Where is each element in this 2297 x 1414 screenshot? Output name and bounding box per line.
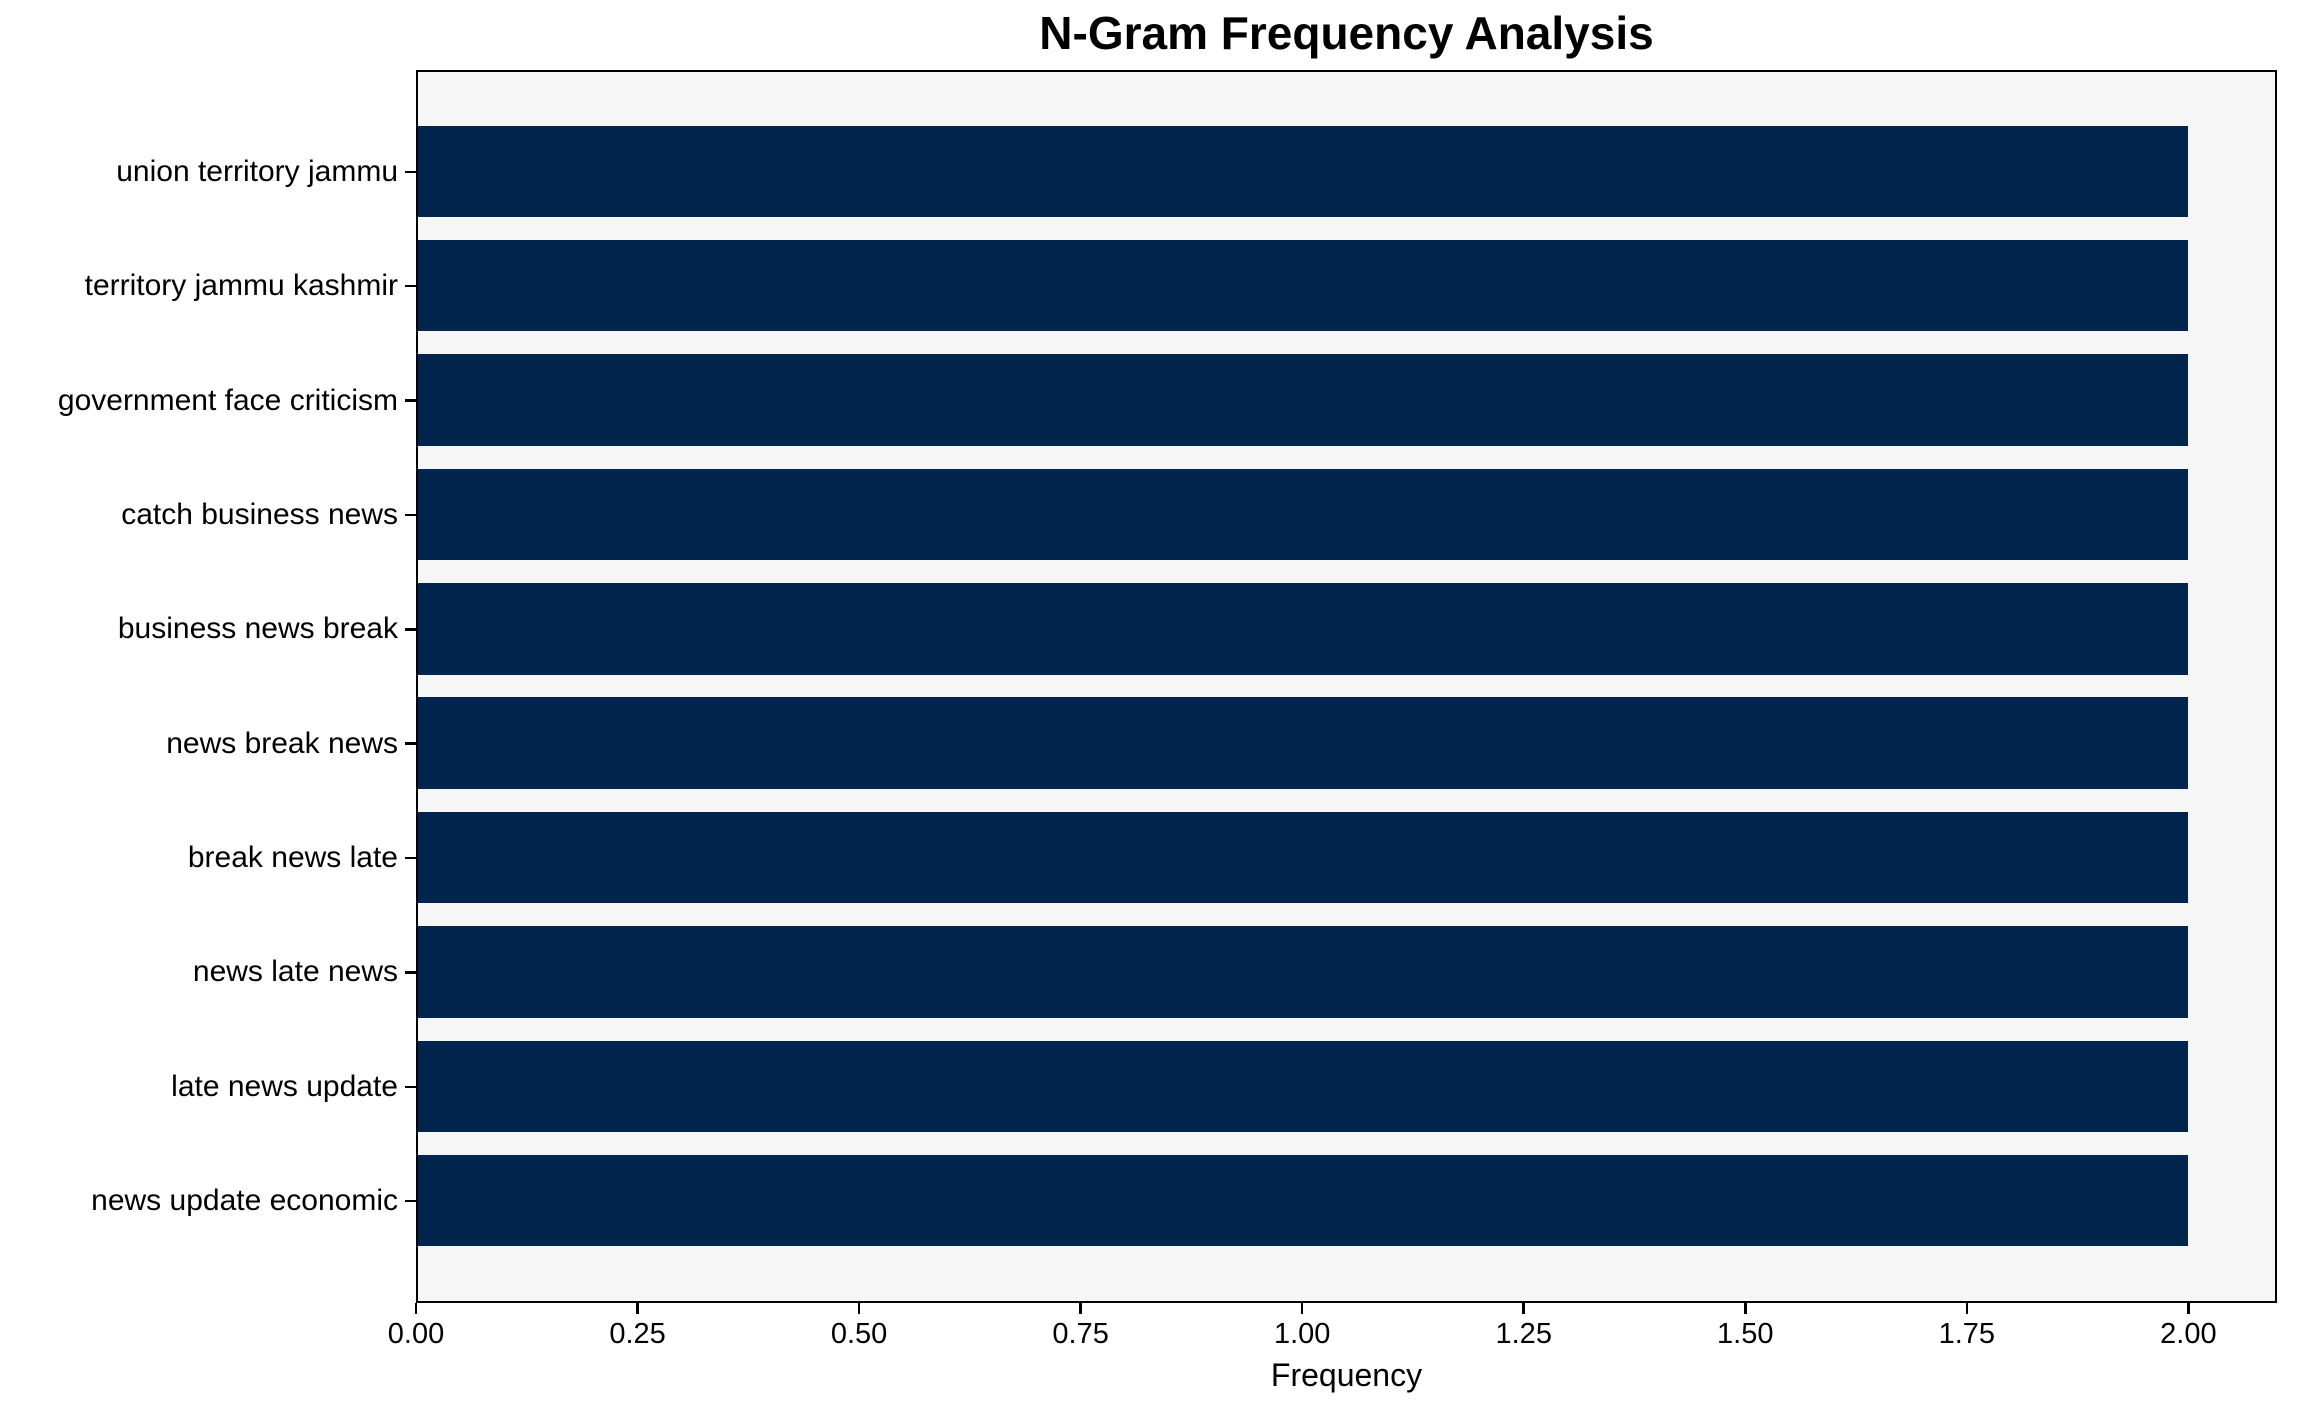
x-tick-mark <box>636 1303 639 1314</box>
y-tick-label: union territory jammu <box>116 154 398 188</box>
bar <box>418 239 2188 332</box>
x-tick-label: 0.75 <box>1052 1318 1109 1350</box>
x-tick-mark <box>1965 1303 1969 1314</box>
bar <box>418 354 2188 446</box>
x-tick-mark <box>2187 1303 2190 1314</box>
bar <box>418 1154 2188 1247</box>
x-tick-mark <box>1079 1303 1082 1314</box>
x-tick-label: 0.00 <box>387 1318 445 1350</box>
x-tick-mark <box>1744 1303 1747 1314</box>
bar <box>418 926 2188 1018</box>
x-tick-label: 1.00 <box>1273 1318 1331 1350</box>
y-tick-label: news break news <box>166 726 398 760</box>
y-tick-label: break news late <box>187 841 398 875</box>
y-tick-label: news late news <box>192 955 398 989</box>
x-tick-label: 0.50 <box>830 1318 888 1350</box>
bar <box>418 811 2188 904</box>
y-tick-label: business news break <box>117 612 398 646</box>
x-tick-mark <box>1300 1303 1304 1314</box>
x-tick-mark <box>414 1303 418 1314</box>
x-tick-label: 2.00 <box>2160 1318 2217 1350</box>
bar <box>418 468 2188 561</box>
y-tick-label: late news update <box>171 1069 398 1103</box>
y-tick-mark <box>405 399 416 402</box>
y-tick-label: territory jammu kashmir <box>84 269 398 303</box>
y-tick-label: news update economic <box>91 1184 398 1218</box>
y-tick-label: catch business news <box>121 497 398 531</box>
bar <box>418 125 2188 218</box>
y-tick-mark <box>405 170 416 174</box>
x-tick-mark <box>1522 1303 1525 1314</box>
x-tick-mark <box>857 1303 861 1314</box>
y-tick-mark <box>405 856 416 860</box>
plot-area <box>416 70 2277 1303</box>
y-tick-mark <box>405 742 416 745</box>
y-tick-mark <box>405 284 416 288</box>
y-tick-mark <box>405 628 416 631</box>
chart-title: N-Gram Frequency Analysis <box>1039 7 1654 59</box>
x-tick-label: 1.50 <box>1717 1318 1774 1350</box>
x-tick-label: 0.25 <box>609 1318 666 1350</box>
y-tick-mark <box>405 1085 416 1089</box>
y-tick-mark <box>405 1199 416 1203</box>
x-tick-label: 1.25 <box>1495 1318 1552 1350</box>
bar <box>418 583 2188 675</box>
bar <box>418 1040 2188 1133</box>
y-tick-mark <box>405 513 416 517</box>
x-axis-title: Frequency <box>1270 1357 1423 1393</box>
y-tick-mark <box>405 971 416 974</box>
y-tick-label: government face criticism <box>57 383 398 417</box>
x-tick-label: 1.75 <box>1938 1318 1996 1350</box>
bar <box>418 697 2188 789</box>
